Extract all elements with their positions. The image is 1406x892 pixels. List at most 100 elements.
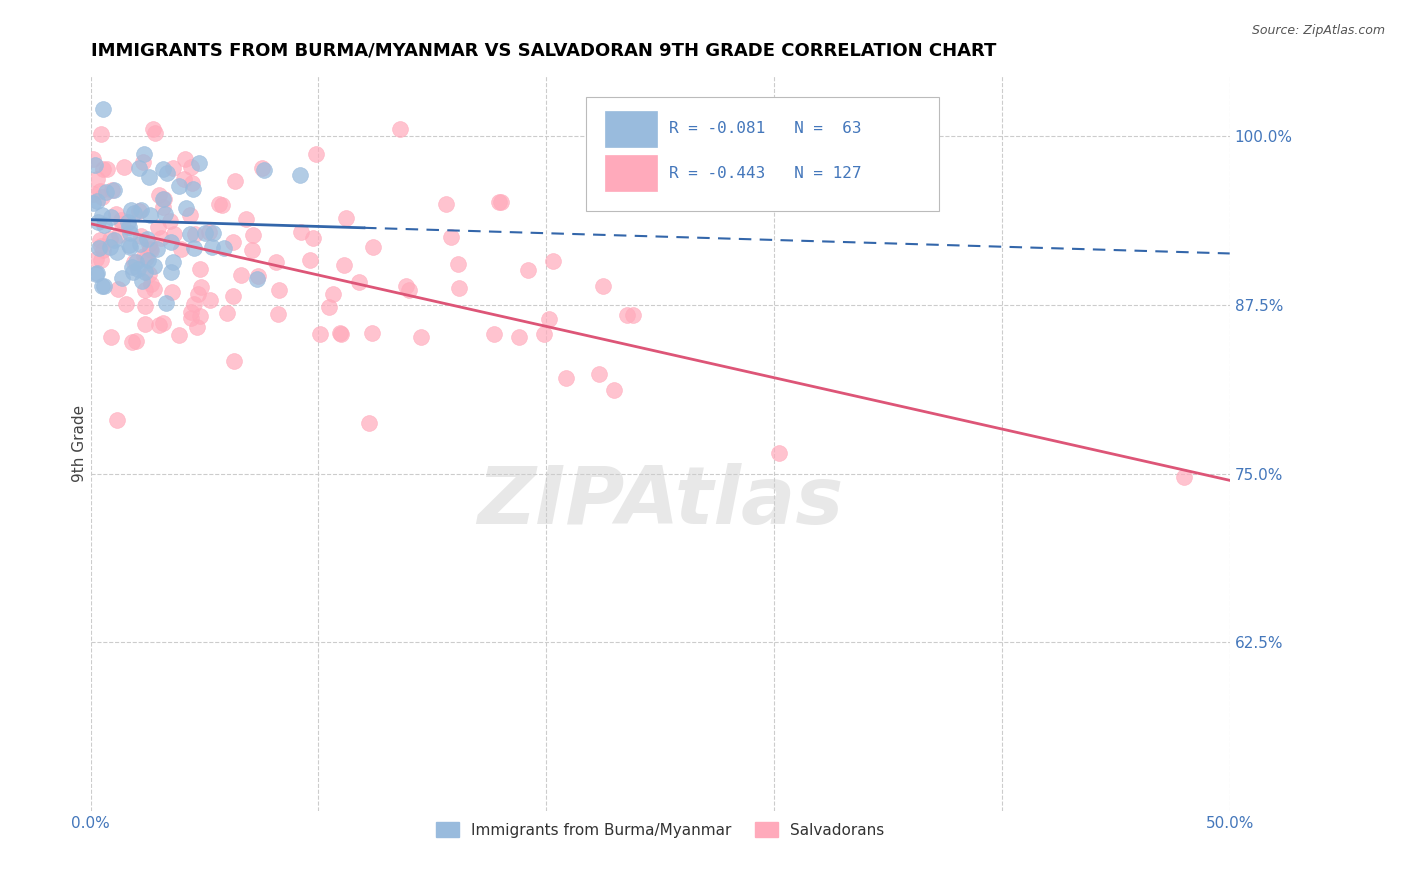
- Point: [361, 326, 384, 340]
- Point: [329, 326, 352, 340]
- Point: [139, 277, 162, 292]
- Bar: [606, 155, 657, 191]
- Point: [90, 208, 112, 222]
- Point: [188, 310, 211, 324]
- Point: [98, 232, 121, 246]
- Point: [299, 253, 322, 268]
- Point: [134, 249, 156, 263]
- Point: [484, 326, 506, 341]
- Point: [768, 445, 790, 459]
- Point: [139, 208, 162, 222]
- Point: [91, 102, 114, 116]
- Point: [82, 187, 104, 202]
- Point: [169, 328, 191, 343]
- Point: [190, 280, 212, 294]
- Point: [84, 267, 107, 281]
- Point: [308, 327, 330, 342]
- Point: [508, 330, 530, 344]
- Point: [125, 254, 148, 268]
- Bar: [606, 112, 657, 146]
- FancyBboxPatch shape: [586, 97, 939, 211]
- Point: [91, 162, 114, 177]
- Point: [143, 126, 166, 140]
- Point: [84, 158, 107, 172]
- Point: [267, 283, 290, 297]
- Point: [117, 215, 139, 229]
- Point: [333, 258, 356, 272]
- Text: ZIPAtlas: ZIPAtlas: [477, 463, 844, 541]
- Point: [516, 263, 538, 277]
- Point: [183, 241, 205, 255]
- Point: [173, 171, 195, 186]
- Point: [1173, 470, 1195, 484]
- Point: [288, 168, 311, 182]
- Point: [139, 242, 162, 256]
- Point: [111, 217, 134, 231]
- Point: [183, 227, 205, 241]
- Point: [128, 203, 150, 218]
- Point: [253, 163, 276, 178]
- Point: [138, 253, 160, 268]
- Point: [537, 312, 560, 326]
- Point: [200, 293, 222, 307]
- Point: [359, 416, 381, 430]
- Y-axis label: 9th Grade: 9th Grade: [72, 405, 87, 482]
- Point: [194, 226, 217, 240]
- Point: [142, 282, 165, 296]
- Point: [349, 275, 371, 289]
- Point: [153, 207, 176, 221]
- Point: [160, 285, 183, 299]
- Point: [125, 334, 148, 349]
- Point: [138, 267, 160, 281]
- Point: [440, 230, 463, 244]
- Point: [162, 255, 184, 269]
- Point: [103, 183, 125, 197]
- Point: [235, 212, 257, 227]
- Text: R = -0.443   N = 127: R = -0.443 N = 127: [669, 166, 862, 180]
- Point: [215, 305, 238, 319]
- Point: [148, 188, 170, 202]
- Point: [105, 245, 128, 260]
- Point: [132, 147, 155, 161]
- Point: [118, 220, 141, 235]
- Point: [211, 198, 233, 212]
- Text: IMMIGRANTS FROM BURMA/MYANMAR VS SALVADORAN 9TH GRADE CORRELATION CHART: IMMIGRANTS FROM BURMA/MYANMAR VS SALVADO…: [90, 42, 995, 60]
- Point: [187, 156, 209, 170]
- Point: [290, 225, 312, 239]
- Point: [335, 211, 357, 225]
- Point: [129, 202, 152, 217]
- Point: [163, 227, 186, 242]
- Point: [186, 320, 208, 334]
- Point: [90, 238, 112, 252]
- Point: [201, 240, 224, 254]
- Point: [621, 308, 644, 322]
- Point: [134, 265, 156, 279]
- Point: [541, 254, 564, 268]
- Point: [118, 240, 141, 254]
- Point: [229, 268, 252, 282]
- Text: Source: ZipAtlas.com: Source: ZipAtlas.com: [1251, 24, 1385, 37]
- Point: [152, 161, 174, 176]
- Point: [318, 300, 340, 314]
- Point: [90, 252, 112, 267]
- Point: [121, 260, 143, 275]
- Point: [121, 335, 143, 350]
- Point: [398, 283, 420, 297]
- Point: [167, 178, 190, 193]
- Point: [107, 282, 129, 296]
- Point: [322, 286, 344, 301]
- Point: [222, 235, 245, 249]
- Point: [105, 413, 128, 427]
- Point: [86, 194, 108, 209]
- Point: [180, 311, 202, 326]
- Point: [190, 262, 212, 277]
- Point: [181, 176, 204, 190]
- Point: [488, 194, 510, 209]
- Point: [134, 283, 156, 297]
- Point: [86, 214, 108, 228]
- Point: [101, 183, 124, 197]
- Point: [181, 181, 204, 195]
- Point: [129, 236, 152, 251]
- Point: [592, 279, 614, 293]
- Point: [267, 307, 290, 321]
